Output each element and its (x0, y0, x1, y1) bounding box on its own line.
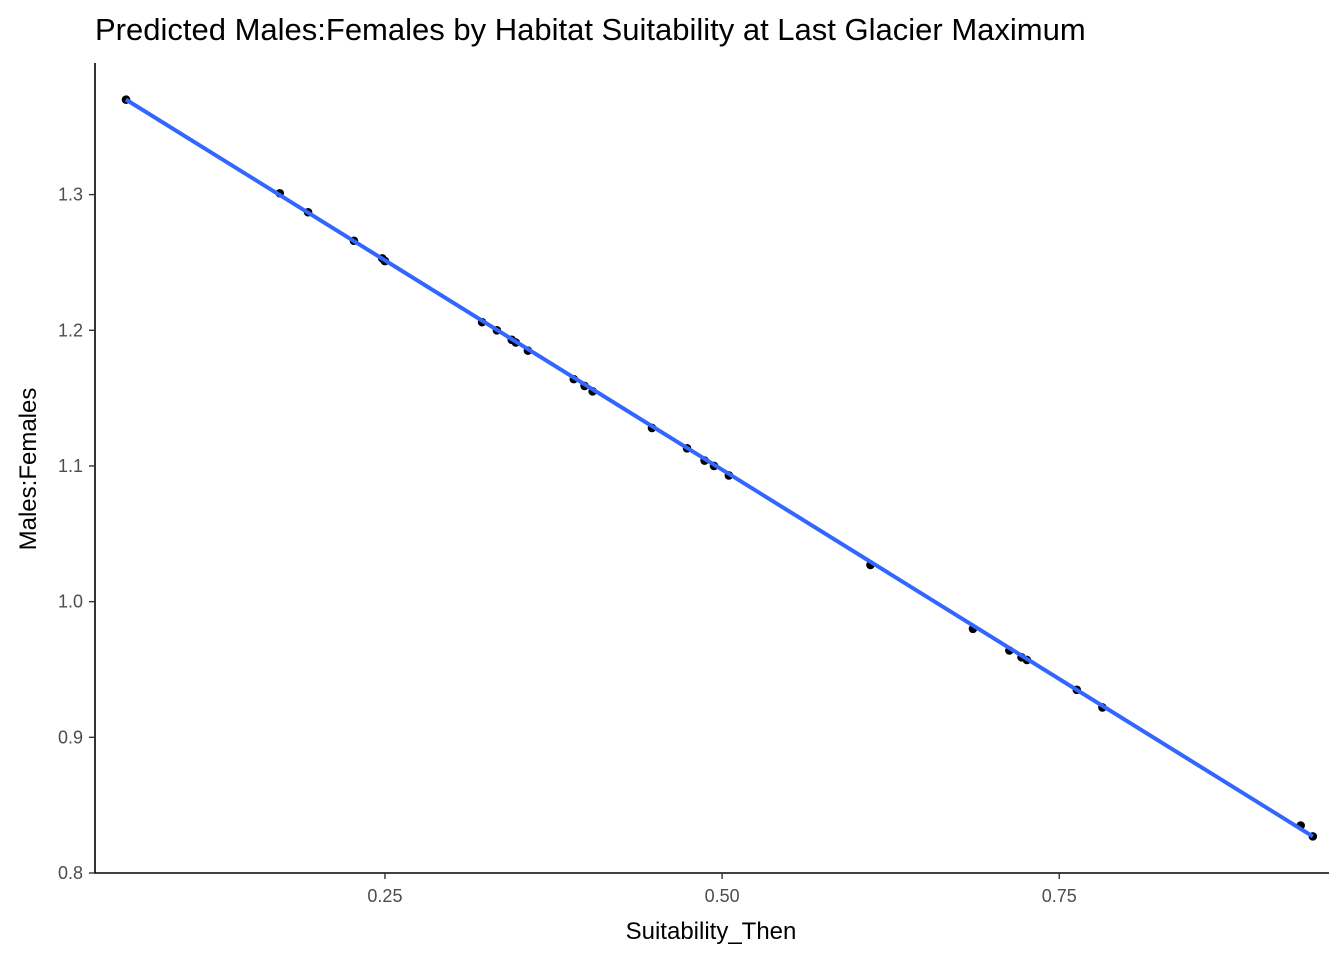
x-tick-label: 0.75 (1042, 886, 1077, 906)
fit-line-layer (124, 97, 1314, 839)
x-tick-label: 0.50 (705, 886, 740, 906)
fit-line (124, 97, 1314, 839)
y-tick-label: 1.1 (58, 456, 83, 476)
y-tick-label: 1.0 (58, 592, 83, 612)
y-tick-label: 0.9 (58, 727, 83, 747)
x-axis-title: Suitability_Then (626, 918, 797, 945)
x-tick-label: 0.25 (367, 886, 402, 906)
y-tick-label: 0.8 (58, 863, 83, 883)
tick-marks: 0.8 0.9 1.0 1.1 1.2 1.3 0.25 0.50 0.75 (58, 185, 1077, 906)
y-axis-title: Males:Females (15, 388, 42, 551)
chart-title: Predicted Males:Females by Habitat Suita… (95, 12, 1086, 47)
y-tick-label: 1.2 (58, 320, 83, 340)
y-tick-label: 1.3 (58, 185, 83, 205)
axes (94, 63, 1329, 874)
